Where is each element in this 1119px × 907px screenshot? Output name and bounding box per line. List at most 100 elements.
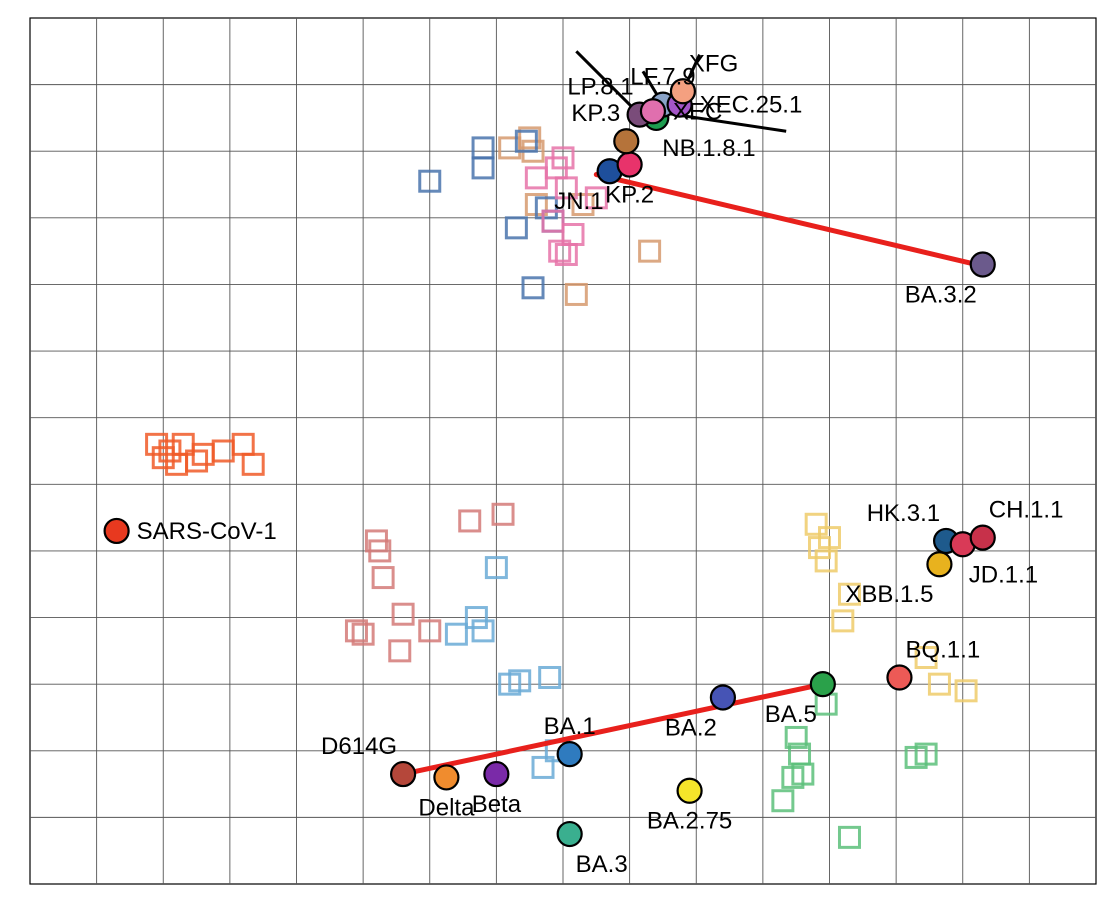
serum-square [418,619,442,643]
antigen-label: XEC [673,98,722,125]
antigen-points [103,78,996,848]
serum-square [554,176,578,200]
antigen-label: XBB.1.5 [845,581,933,608]
serum-square [837,582,861,606]
antigen-label: NB.1.8.1 [662,135,755,162]
antigen-label: BQ.1.1 [905,636,980,663]
antigen-label: Delta [418,794,475,821]
serum-square [771,789,795,813]
sera-squares [145,126,978,849]
serum-square [554,242,578,266]
serum-square [504,216,528,240]
serum-square [464,606,488,630]
antigen-label: KP.2 [605,182,654,209]
antigen-label: JN.1 [554,188,603,215]
antigen-label: BA.2 [665,714,717,741]
serum-square [531,755,555,779]
serum-square [914,646,938,670]
antigen-label: LF.7.9 [630,64,695,91]
serum-square [927,672,951,696]
serum-square [508,669,532,693]
serum-square [344,619,368,643]
serum-square [524,166,548,190]
antigen-point [669,78,697,105]
antigen-point [969,524,996,551]
serum-square [458,509,482,533]
serum-square [784,725,808,749]
antigen-label: BA.2.75 [647,808,732,835]
antigen-point [709,684,737,711]
antigen-point [613,128,640,155]
serum-square [498,136,522,160]
serum-square [584,186,608,210]
antigen-point [639,98,667,125]
antigen-point [886,664,913,691]
antigen-point [390,760,417,788]
serum-square [418,169,442,193]
antigen-label: LP.8.1 [567,74,633,101]
serum-square [368,539,392,563]
serum-square [954,679,978,703]
serum-square [541,209,565,233]
antigen-label: D614G [321,733,397,760]
antigen-label: XFG [689,50,738,77]
antigen-label: CH.1.1 [989,497,1064,524]
serum-square [831,609,855,633]
antigen-label: JD.1.1 [969,561,1038,588]
serum-square [145,432,169,456]
serum-square [548,239,572,263]
serum-square [151,446,175,470]
trend-line [593,172,979,267]
antigen-point [556,740,583,768]
serum-square [371,566,395,590]
antigen-label: KP.3 [571,100,620,127]
antigen-point [969,251,996,278]
serum-square [491,502,515,526]
antigen-label: XEC.25.1 [700,92,803,119]
antigen-label: HK.3.1 [867,500,940,527]
serum-square [514,129,538,153]
serum-square [538,665,562,689]
serum-square [158,439,182,463]
serum-square [185,449,209,473]
serum-square [804,512,828,536]
serum-square [564,282,588,306]
antigen-point [809,671,836,698]
antigen-label: BA.5 [765,701,817,728]
antigen-point [676,777,703,804]
antigen-point [556,820,583,848]
antigen-label: Beta [472,791,522,818]
antigen-label: BA.1 [544,713,596,740]
trend-lines [400,172,979,777]
serum-square [534,196,558,220]
serum-square [391,602,415,626]
antigen-point [433,764,460,791]
serum-square [388,639,412,663]
serum-square [444,622,468,646]
serum-square [791,762,815,786]
serum-square [484,556,508,580]
antigen-point [926,551,953,578]
antigen-point [483,760,510,788]
serum-square [351,622,375,646]
antigen-label: SARS-CoV-1 [137,518,277,545]
serum-square [914,742,938,766]
serum-square [814,549,838,573]
trend-line [400,681,826,777]
serum-square [551,146,575,170]
antigen-label: BA.3 [576,851,628,878]
serum-square [471,619,495,643]
serum-square [808,536,832,560]
serum-square [241,452,265,476]
serum-square [471,156,495,180]
leader-line [575,50,641,116]
serum-square [638,239,662,263]
antigen-point [103,517,130,545]
serum-square [571,193,595,217]
serum-square [521,276,545,300]
serum-square [837,825,861,849]
antigen-point [616,151,643,178]
antigen-label: BA.3.2 [905,281,977,308]
